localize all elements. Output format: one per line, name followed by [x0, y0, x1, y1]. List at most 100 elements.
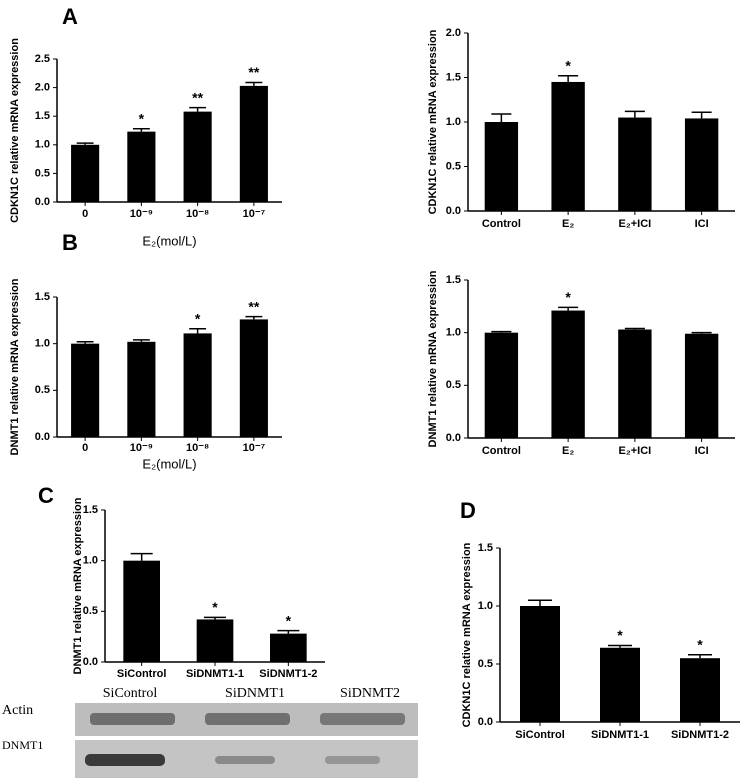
- x-axis-label: E₂(mol/L): [142, 233, 196, 248]
- x-tick-label: E₂: [562, 218, 574, 230]
- blot-band: [320, 713, 405, 725]
- x-tick-label: SiDNMT1-1: [591, 729, 649, 741]
- bar: [183, 111, 212, 202]
- x-tick-label: E₂: [562, 445, 574, 457]
- x-tick-label: SiDNMT1-2: [671, 729, 729, 741]
- bar: [183, 333, 212, 437]
- row-label: DNMT1: [2, 738, 43, 752]
- x-tick-label: SiDNMT1-1: [186, 668, 244, 680]
- x-tick-label: E₂+ICI: [619, 445, 652, 457]
- y-tick-label: 1.0: [478, 600, 493, 612]
- y-tick-label: 0.5: [35, 167, 50, 179]
- y-tick-label: 0.5: [35, 384, 50, 396]
- y-tick-label: 0.0: [446, 205, 461, 217]
- y-tick-label: 0.5: [446, 379, 461, 391]
- lane-label: SiDNMT2: [340, 686, 400, 701]
- bar: [123, 560, 160, 662]
- x-tick-label: 10⁻⁷: [243, 442, 266, 454]
- y-tick-label: 1.5: [446, 71, 461, 83]
- bar: [484, 332, 519, 438]
- y-tick-label: 2.5: [35, 53, 50, 65]
- x-tick-label: 10⁻⁸: [186, 442, 209, 454]
- y-tick-label: 1.0: [35, 338, 50, 350]
- significance-label: **: [248, 64, 259, 80]
- significance-label: *: [139, 110, 145, 126]
- panel-letter: D: [460, 498, 476, 523]
- bar: [600, 647, 640, 722]
- bar: [684, 118, 719, 211]
- panel-letter: C: [38, 483, 54, 508]
- x-tick-label: 10⁻⁸: [186, 208, 209, 220]
- significance-label: *: [212, 599, 218, 615]
- significance-label: **: [192, 89, 203, 105]
- y-tick-label: 1.0: [446, 327, 461, 339]
- significance-label: *: [617, 627, 623, 643]
- blot-band: [205, 713, 290, 725]
- blot-band: [215, 756, 275, 764]
- lane-label: SiControl: [103, 686, 158, 701]
- x-tick-label: 0: [82, 442, 88, 454]
- x-tick-label: ICI: [695, 218, 709, 230]
- y-tick-label: 0.5: [446, 160, 461, 172]
- x-tick-label: 0: [82, 208, 88, 220]
- x-tick-label: 10⁻⁷: [243, 208, 266, 220]
- y-axis-label: CDKN1C relative mRNA expression: [9, 38, 21, 223]
- y-tick-label: 0.0: [35, 431, 50, 443]
- lane-label: SiDNMT1: [225, 686, 285, 701]
- significance-label: *: [195, 310, 201, 326]
- y-tick-label: 2.0: [446, 27, 461, 39]
- western-blot: SiControl SiDNMT1 SiDNMT2 Actin DNMT1: [2, 686, 418, 778]
- x-tick-label: E₂+ICI: [619, 218, 652, 230]
- y-tick-label: 1.5: [478, 542, 493, 554]
- blot-band: [85, 754, 165, 766]
- bar: [551, 81, 585, 211]
- bar: [239, 319, 268, 437]
- y-tick-label: 1.5: [446, 274, 461, 286]
- y-tick-label: 0.0: [478, 716, 493, 728]
- y-tick-label: 0.5: [83, 605, 98, 617]
- bar: [680, 658, 720, 722]
- significance-label: *: [286, 612, 292, 628]
- row-label: Actin: [2, 703, 33, 718]
- bar: [71, 144, 100, 202]
- y-axis-label: DNMT1 relative mRNA expression: [72, 497, 84, 674]
- bar: [484, 122, 519, 211]
- significance-label: *: [565, 289, 571, 305]
- y-axis-label: DNMT1 relative mRNA expression: [427, 270, 439, 447]
- y-axis-label: DNMT1 relative mRNA expression: [9, 278, 21, 455]
- x-tick-label: 10⁻⁹: [130, 442, 153, 454]
- y-tick-label: 1.5: [35, 291, 50, 303]
- bar: [618, 329, 652, 438]
- x-tick-label: Control: [482, 218, 521, 230]
- significance-label: *: [565, 57, 571, 73]
- y-tick-label: 0.0: [35, 196, 50, 208]
- y-tick-label: 1.0: [35, 139, 50, 151]
- x-tick-label: SiDNMT1-2: [259, 668, 317, 680]
- y-tick-label: 2.0: [35, 82, 50, 94]
- y-tick-label: 1.0: [83, 555, 98, 567]
- bar: [239, 85, 268, 202]
- x-tick-label: 10⁻⁹: [130, 208, 153, 220]
- x-tick-label: SiControl: [515, 729, 565, 741]
- x-axis-label: E₂(mol/L): [142, 456, 196, 471]
- significance-label: *: [697, 636, 703, 652]
- bar: [127, 341, 156, 437]
- x-tick-label: SiControl: [117, 668, 167, 680]
- y-tick-label: 1.5: [83, 504, 98, 516]
- y-axis-label: CDKN1C relative mRNA expression: [461, 542, 473, 727]
- blot-band: [90, 713, 175, 725]
- y-tick-label: 0.0: [83, 656, 98, 668]
- panel-letter: A: [62, 4, 78, 29]
- bar: [618, 117, 652, 211]
- bar: [71, 343, 100, 437]
- y-tick-label: 0.0: [446, 432, 461, 444]
- bar: [520, 606, 560, 722]
- bar: [196, 619, 234, 662]
- y-tick-label: 1.5: [35, 110, 50, 122]
- significance-label: **: [248, 298, 259, 314]
- blot-band: [325, 756, 380, 764]
- panel-letter: B: [62, 230, 78, 255]
- bar: [551, 310, 585, 438]
- bar: [270, 633, 307, 662]
